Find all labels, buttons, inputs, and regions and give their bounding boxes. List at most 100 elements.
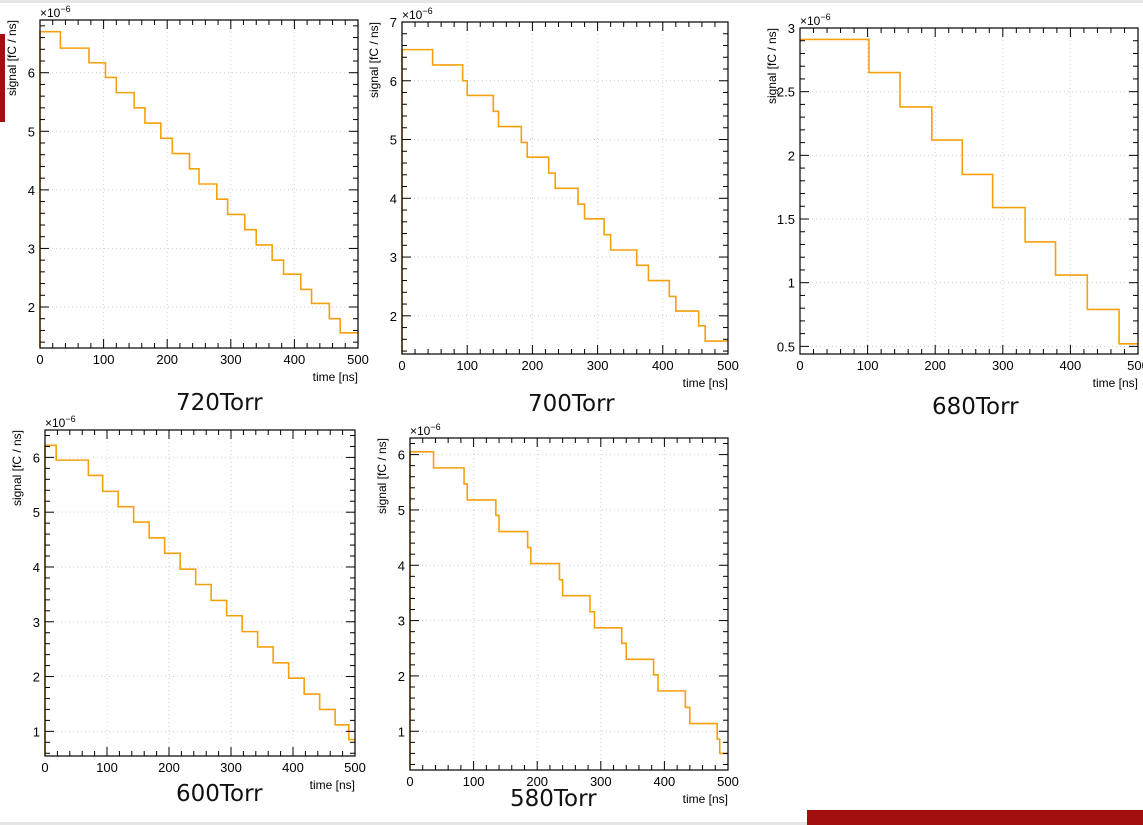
y-tick-label: 4: [33, 560, 40, 575]
signal-series-line: [44, 444, 355, 756]
x-tick-label: 100: [96, 760, 118, 775]
y-tick-label: 3: [28, 241, 35, 256]
y-tick-label: 4: [398, 558, 405, 573]
y-tick-label: 3: [398, 614, 405, 629]
y-tick-label: 5: [28, 124, 35, 139]
chart-panel-600torr: 0 100 200 300 400 500 1 2 3 4 5 6 ×10−6 time [ns] sign…: [0, 410, 380, 820]
x-tick-label: 200: [522, 358, 544, 373]
chart-caption: 720Torr: [176, 390, 263, 416]
x-tick-label: 100: [456, 358, 478, 373]
y-tick-label: 6: [28, 66, 35, 81]
y-tick-label: 2: [33, 670, 40, 685]
chart-600torr: 0 100 200 300 400 500 1 2 3 4 5 6 ×10−6 time [ns] sign…: [10, 414, 366, 792]
x-tick-label: 300: [220, 352, 242, 367]
chart-caption: 700Torr: [528, 391, 615, 417]
x-tick-label: 500: [1127, 358, 1143, 373]
y-tick-label: 1: [33, 724, 40, 739]
chart-panel-680torr: 0 100 200 300 400 500 0.5 1 1.5 2 2.5 3 ×10−6 time [n…: [752, 0, 1143, 420]
chart-caption: 580Torr: [510, 786, 597, 812]
chart-caption: 680Torr: [932, 394, 1019, 420]
chart-panel-720torr: 0 100 200 300 400 500 2 3 4 5 6 ×10−6 time [ns] signa…: [0, 0, 380, 420]
x-tick-label: 500: [717, 774, 739, 789]
chart-700torr: 0 100 200 300 400 500 2 3 4 5 6 7 ×10−6 time [ns] sign…: [367, 6, 739, 390]
y-axis-title: signal [fC / ns]: [765, 28, 779, 104]
plot-frame: [401, 21, 729, 355]
y-exponent-power: −6: [60, 4, 70, 14]
y-tick-label: 5: [33, 505, 40, 520]
plot-frame: [799, 27, 1139, 355]
slide-footer-bar: [807, 810, 1143, 825]
x-tick-label: 0: [398, 358, 405, 373]
plot-frame: [409, 437, 729, 771]
y-tick-label: 2: [390, 309, 397, 324]
y-exponent-power: −6: [430, 422, 440, 432]
x-axis-title: time [ns]: [313, 370, 358, 384]
x-tick-label: 300: [992, 358, 1014, 373]
signal-series-line: [409, 451, 728, 770]
x-tick-label: 300: [220, 760, 242, 775]
y-tick-label: 2: [788, 148, 795, 163]
x-tick-label: 100: [463, 774, 485, 789]
chart-680torr: 0 100 200 300 400 500 0.5 1 1.5 2 2.5 3 ×10−6 time [n…: [765, 12, 1143, 390]
x-tick-label: 400: [654, 774, 676, 789]
x-tick-label: 0: [406, 774, 413, 789]
x-tick-label: 400: [282, 760, 304, 775]
x-axis-title: time [ns]: [310, 778, 355, 792]
y-axis-title: signal [fC / ns]: [5, 20, 19, 96]
y-axis-title: signal [fC / ns]: [367, 22, 381, 98]
y-axis-title: signal [fC / ns]: [375, 438, 389, 514]
top-border: [0, 0, 1143, 3]
chart-panel-580torr: 0 100 200 300 400 500 1 2 3 4 5 6 ×10−6 time [ns] sign…: [362, 410, 752, 820]
x-axis-title: time [ns]: [683, 792, 728, 806]
plot-frame: [44, 429, 356, 757]
x-tick-label: 400: [284, 352, 306, 367]
y-tick-label: 2: [398, 669, 405, 684]
bottom-border: [0, 822, 807, 825]
y-tick-label: 1: [398, 724, 405, 739]
x-tick-label: 500: [347, 352, 369, 367]
y-tick-label: 0.5: [777, 339, 795, 354]
chart-720torr: 0 100 200 300 400 500 2 3 4 5 6 ×10−6 time [ns] signa…: [5, 4, 369, 384]
y-exponent-power: −6: [422, 6, 432, 16]
x-tick-label: 100: [93, 352, 115, 367]
signal-series-line: [39, 30, 358, 348]
y-tick-label: 3: [390, 250, 397, 265]
x-tick-label: 400: [1060, 358, 1082, 373]
chart-caption: 600Torr: [176, 781, 263, 807]
plot-frame: [39, 19, 359, 349]
y-exponent-power: −6: [820, 12, 830, 22]
y-tick-label: 6: [33, 450, 40, 465]
y-exponent-label: ×10−6: [402, 6, 433, 22]
x-tick-label: 500: [717, 358, 739, 373]
y-exponent-label: ×10−6: [800, 12, 831, 28]
y-tick-label: 3: [33, 615, 40, 630]
chart-580torr: 0 100 200 300 400 500 1 2 3 4 5 6 ×10−6 time [ns] sign…: [375, 422, 739, 806]
y-tick-label: 6: [398, 448, 405, 463]
x-tick-label: 200: [158, 760, 180, 775]
signal-series-line: [401, 48, 728, 354]
y-tick-label: 1: [788, 276, 795, 291]
y-tick-label: 5: [390, 133, 397, 148]
signal-series-line: [800, 38, 1138, 345]
y-tick-label: 5: [398, 503, 405, 518]
y-tick-label: 2: [28, 300, 35, 315]
x-axis-title: time [ns]: [683, 376, 728, 390]
x-tick-label: 100: [857, 358, 879, 373]
y-tick-label: 7: [390, 15, 397, 30]
y-exponent-label: ×10−6: [40, 4, 71, 20]
y-exponent-label: ×10−6: [410, 422, 441, 438]
x-tick-label: 200: [924, 358, 946, 373]
x-tick-label: 300: [590, 774, 612, 789]
y-tick-label: 4: [390, 191, 397, 206]
x-tick-label: 200: [526, 774, 548, 789]
y-exponent-power: −6: [65, 414, 75, 424]
x-tick-label: 300: [587, 358, 609, 373]
x-tick-label: 400: [652, 358, 674, 373]
x-axis-title: time [ns]: [1093, 376, 1138, 390]
y-tick-label: 6: [390, 74, 397, 89]
chart-panel-700torr: 0 100 200 300 400 500 2 3 4 5 6 7 ×10−6 time [ns] sign…: [362, 0, 752, 420]
y-exponent-label: ×10−6: [45, 414, 76, 430]
y-axis-title: signal [fC / ns]: [10, 430, 24, 506]
x-tick-label: 200: [156, 352, 178, 367]
y-tick-label: 2.5: [777, 85, 795, 100]
